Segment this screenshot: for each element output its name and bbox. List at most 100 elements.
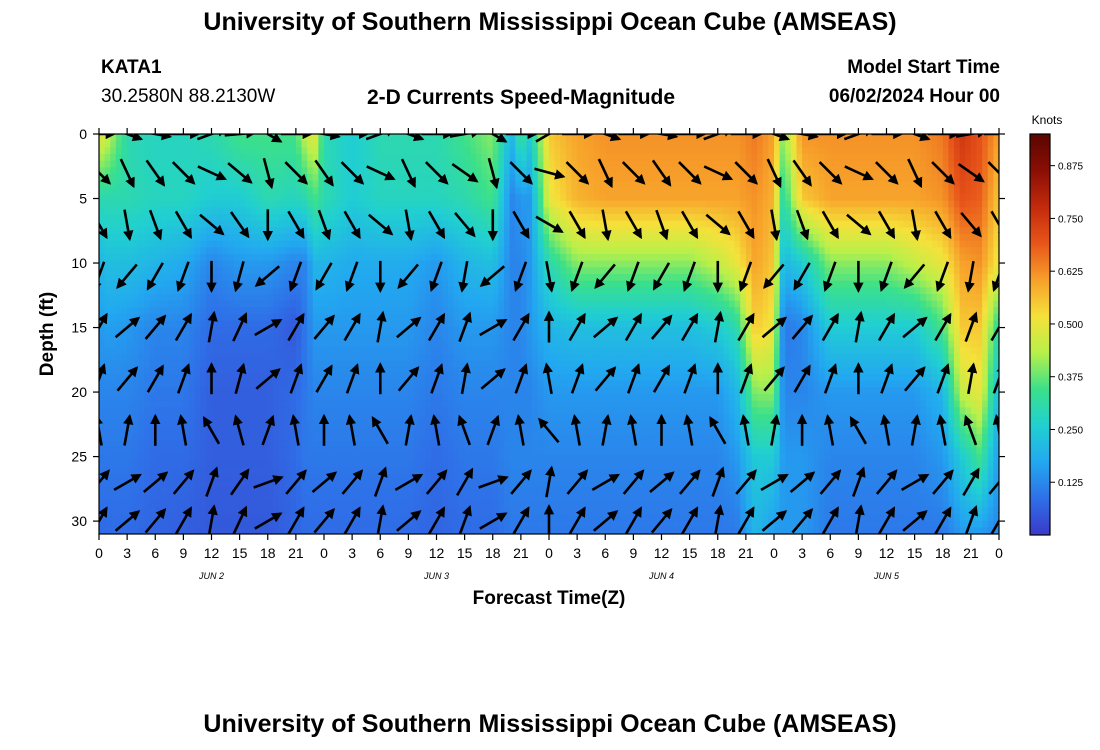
heat-cell (346, 300, 353, 308)
heat-cell (380, 140, 387, 148)
heat-cell (504, 487, 511, 495)
heat-cell (459, 234, 466, 242)
heat-cell (324, 387, 331, 395)
heat-cell (200, 154, 207, 162)
heat-cell (352, 407, 359, 415)
heat-cell (363, 514, 370, 522)
heat-cell (470, 414, 477, 422)
heat-cell (447, 260, 454, 268)
heat-cell (532, 500, 539, 508)
heat-cell (177, 460, 184, 468)
heat-cell (402, 434, 409, 442)
heat-cell (526, 420, 533, 428)
heat-cell (121, 407, 128, 415)
heat-cell (453, 214, 460, 222)
heat-cell (374, 240, 381, 248)
heat-cell (549, 274, 556, 282)
heat-cell (470, 500, 477, 508)
heat-cell (391, 314, 398, 322)
heat-cell (329, 347, 336, 355)
heat-cell (526, 354, 533, 362)
heat-cell (312, 514, 319, 522)
heat-cell (560, 360, 567, 368)
heat-cell (442, 494, 449, 502)
heat-cell (369, 167, 376, 175)
heat-cell (138, 194, 145, 202)
heat-cell (397, 467, 404, 475)
heat-cell (504, 527, 511, 534)
heat-cell (425, 454, 432, 462)
heat-cell (520, 354, 528, 362)
heat-cell (414, 147, 421, 155)
heat-cell (205, 507, 213, 515)
heat-cell (402, 307, 409, 315)
heat-cell (537, 287, 544, 295)
heat-cell (402, 140, 409, 148)
heat-cell (464, 354, 471, 362)
heat-cell (391, 147, 398, 155)
heat-cell (273, 280, 280, 288)
heat-cell (487, 340, 494, 348)
heat-cell (537, 307, 544, 315)
heat-cell (453, 394, 460, 402)
heat-cell (380, 187, 387, 195)
heat-cell (279, 180, 286, 188)
heat-cell (104, 160, 111, 168)
heat-cell (453, 447, 460, 455)
heat-cell (447, 247, 454, 255)
heat-cell (205, 260, 213, 268)
heat-cell (194, 300, 201, 308)
heat-cell (369, 174, 376, 182)
heat-cell (132, 200, 139, 208)
heat-cell (183, 340, 190, 348)
heat-cell (374, 467, 381, 475)
heat-cell (189, 494, 196, 502)
heat-cell (549, 380, 556, 388)
heat-cell (132, 440, 139, 448)
heat-cell (166, 320, 173, 328)
heat-cell (380, 207, 387, 215)
heat-cell (99, 207, 106, 215)
heat-cell (245, 380, 252, 388)
heat-cell (228, 134, 235, 142)
heat-cell (481, 147, 488, 155)
heat-cell (391, 154, 398, 162)
heat-cell (307, 307, 314, 315)
heat-cell (515, 407, 522, 415)
heat-cell (543, 494, 550, 502)
heat-cell (234, 514, 241, 522)
heat-cell (340, 194, 348, 202)
heat-cell (414, 360, 421, 368)
heat-cell (526, 160, 533, 168)
heat-cell (492, 287, 499, 295)
heat-cell (335, 527, 342, 534)
heat-cell (397, 214, 404, 222)
heat-cell (121, 340, 128, 348)
heat-cell (262, 414, 269, 422)
heat-cell (442, 487, 449, 495)
heat-cell (324, 147, 331, 155)
heat-cell (273, 454, 280, 462)
heat-cell (155, 300, 162, 308)
heat-cell (425, 394, 432, 402)
heat-cell (549, 134, 556, 142)
heat-cell (504, 440, 511, 448)
heat-cell (346, 474, 353, 482)
heat-cell (239, 220, 246, 228)
heat-cell (475, 274, 483, 282)
heat-cell (492, 260, 499, 268)
heat-cell (279, 380, 286, 388)
heat-cell (560, 374, 567, 382)
heat-cell (408, 407, 415, 415)
heat-cell (166, 214, 173, 222)
heat-cell (369, 380, 376, 388)
heat-cell (200, 160, 207, 168)
heat-cell (549, 220, 556, 228)
heat-cell (402, 427, 409, 435)
heat-cell (475, 427, 483, 435)
heat-cell (110, 267, 117, 275)
heat-cell (318, 514, 325, 522)
heat-cell (217, 260, 224, 268)
heat-cell (273, 387, 280, 395)
heat-cell (307, 287, 314, 295)
